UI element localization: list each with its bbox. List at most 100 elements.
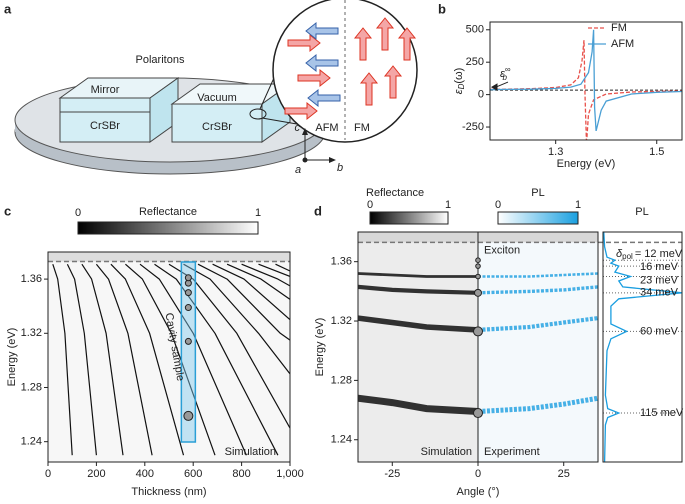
y-tick-label: 1.36	[21, 273, 42, 285]
label-part: (ω)	[453, 68, 465, 84]
label-part: ε	[500, 68, 505, 80]
x-tick-label: 800	[232, 468, 250, 480]
y-tick-label: 1.32	[21, 327, 42, 339]
simulated-mode	[358, 394, 479, 415]
spins-afm	[305, 21, 341, 108]
label-part: pol	[622, 252, 633, 261]
mode-curve	[52, 264, 73, 456]
spin	[287, 33, 321, 53]
plot-frame	[489, 21, 683, 141]
mode-curve	[95, 263, 153, 456]
mode-curve	[81, 263, 124, 456]
plot-area	[490, 29, 682, 140]
spin	[353, 27, 373, 61]
panel-letter: a	[4, 1, 12, 16]
label-part: ε	[453, 89, 465, 94]
x-tick-label: 25	[558, 468, 570, 480]
mode-curve	[212, 263, 290, 321]
spin	[397, 27, 417, 61]
mode-curve	[110, 263, 185, 456]
y-tick-label: 500	[466, 24, 484, 36]
legend-label: FM	[611, 22, 627, 34]
mode-curve	[258, 263, 290, 277]
label: c	[295, 122, 301, 134]
colorbar-tick-label: 0	[367, 199, 373, 211]
mode-label: 60 meV	[640, 325, 679, 337]
measured-mode	[478, 272, 598, 278]
mode-point	[473, 326, 483, 337]
spin	[297, 68, 331, 88]
exciton-band	[48, 252, 290, 262]
label: CrSBr	[90, 120, 120, 132]
series-line	[490, 29, 682, 132]
y-tick-label: 1.24	[331, 434, 352, 446]
label-part: δ	[616, 248, 623, 260]
label: Mirror	[91, 84, 120, 96]
x-axis-label: Energy (eV)	[557, 158, 616, 170]
y-tick-label: 250	[466, 56, 484, 68]
x-axis-label: Angle (°)	[457, 486, 500, 498]
annotation: Exciton	[484, 244, 520, 256]
colorbar-tick-label: 0	[495, 199, 501, 211]
plot-frame	[602, 231, 683, 463]
colorbar-tick-label: 1	[575, 199, 581, 211]
panel-letter: c	[4, 203, 11, 218]
plot-bg	[358, 232, 478, 462]
sample-point	[184, 304, 192, 312]
y-tick-label: 1.36	[331, 256, 352, 268]
y-tick-label: 1.28	[331, 374, 352, 386]
spin	[359, 72, 379, 106]
mode-point	[473, 408, 483, 419]
panel-title: PL	[635, 206, 648, 218]
colorbar-tick-label: 1	[445, 199, 451, 211]
spin	[284, 101, 318, 121]
x-tick-label: -25	[384, 468, 400, 480]
y-tick-label: -250	[462, 121, 484, 133]
measured-mode	[477, 316, 598, 332]
spins-afm	[284, 33, 331, 121]
x-tick-label: 1.3	[548, 146, 563, 158]
x-tick-label: 1,000	[276, 468, 304, 480]
label-part: b	[503, 73, 508, 82]
mode-point	[475, 263, 481, 269]
sample-box	[180, 261, 197, 443]
x-tick-label: 0	[45, 468, 51, 480]
mode-curve	[226, 263, 290, 300]
spin	[375, 17, 395, 51]
panel-letter: b	[438, 1, 446, 16]
mode-curve	[197, 263, 290, 341]
colorbar-tick-label: 1	[255, 207, 261, 219]
axis-arrowheads	[302, 128, 336, 163]
plot-frame	[47, 251, 291, 463]
y-tick-label: 1.24	[21, 436, 42, 448]
plot-area	[48, 252, 290, 456]
legend-label: AFM	[611, 38, 634, 50]
sample-point	[184, 289, 192, 297]
spin	[307, 88, 341, 108]
colorbar	[77, 221, 259, 235]
y-axis-label: Energy (eV)	[6, 328, 18, 387]
mode-curve	[241, 263, 290, 287]
mode-curve	[183, 263, 290, 375]
simulated-mode	[358, 315, 479, 333]
mode-curve	[139, 263, 247, 456]
label-part: = 12 meV	[635, 248, 683, 260]
mode-point	[474, 288, 482, 297]
spins-fm	[353, 17, 417, 106]
sample-point	[183, 410, 194, 421]
annotation: ε∞ b	[500, 65, 511, 82]
mode-label: 16 meV	[640, 261, 679, 273]
x-tick-label: 200	[87, 468, 105, 480]
panel-letter: d	[314, 203, 322, 218]
x-tick-label: 1.5	[649, 146, 664, 158]
label: AFM	[315, 122, 338, 134]
y-tick-label: 1.28	[21, 381, 42, 393]
colorbar	[369, 211, 449, 225]
axis-a	[302, 157, 308, 163]
colorbar	[497, 211, 579, 225]
y-axis-label: εD(ω)	[453, 68, 466, 95]
pl-spectrum	[603, 231, 683, 463]
y-axis-label: Energy (eV)	[314, 318, 326, 377]
label-part: ∞	[505, 65, 511, 74]
diagram: Polaritons Mirror CrSBr Vacuum CrSBr AFM…	[14, 0, 418, 176]
